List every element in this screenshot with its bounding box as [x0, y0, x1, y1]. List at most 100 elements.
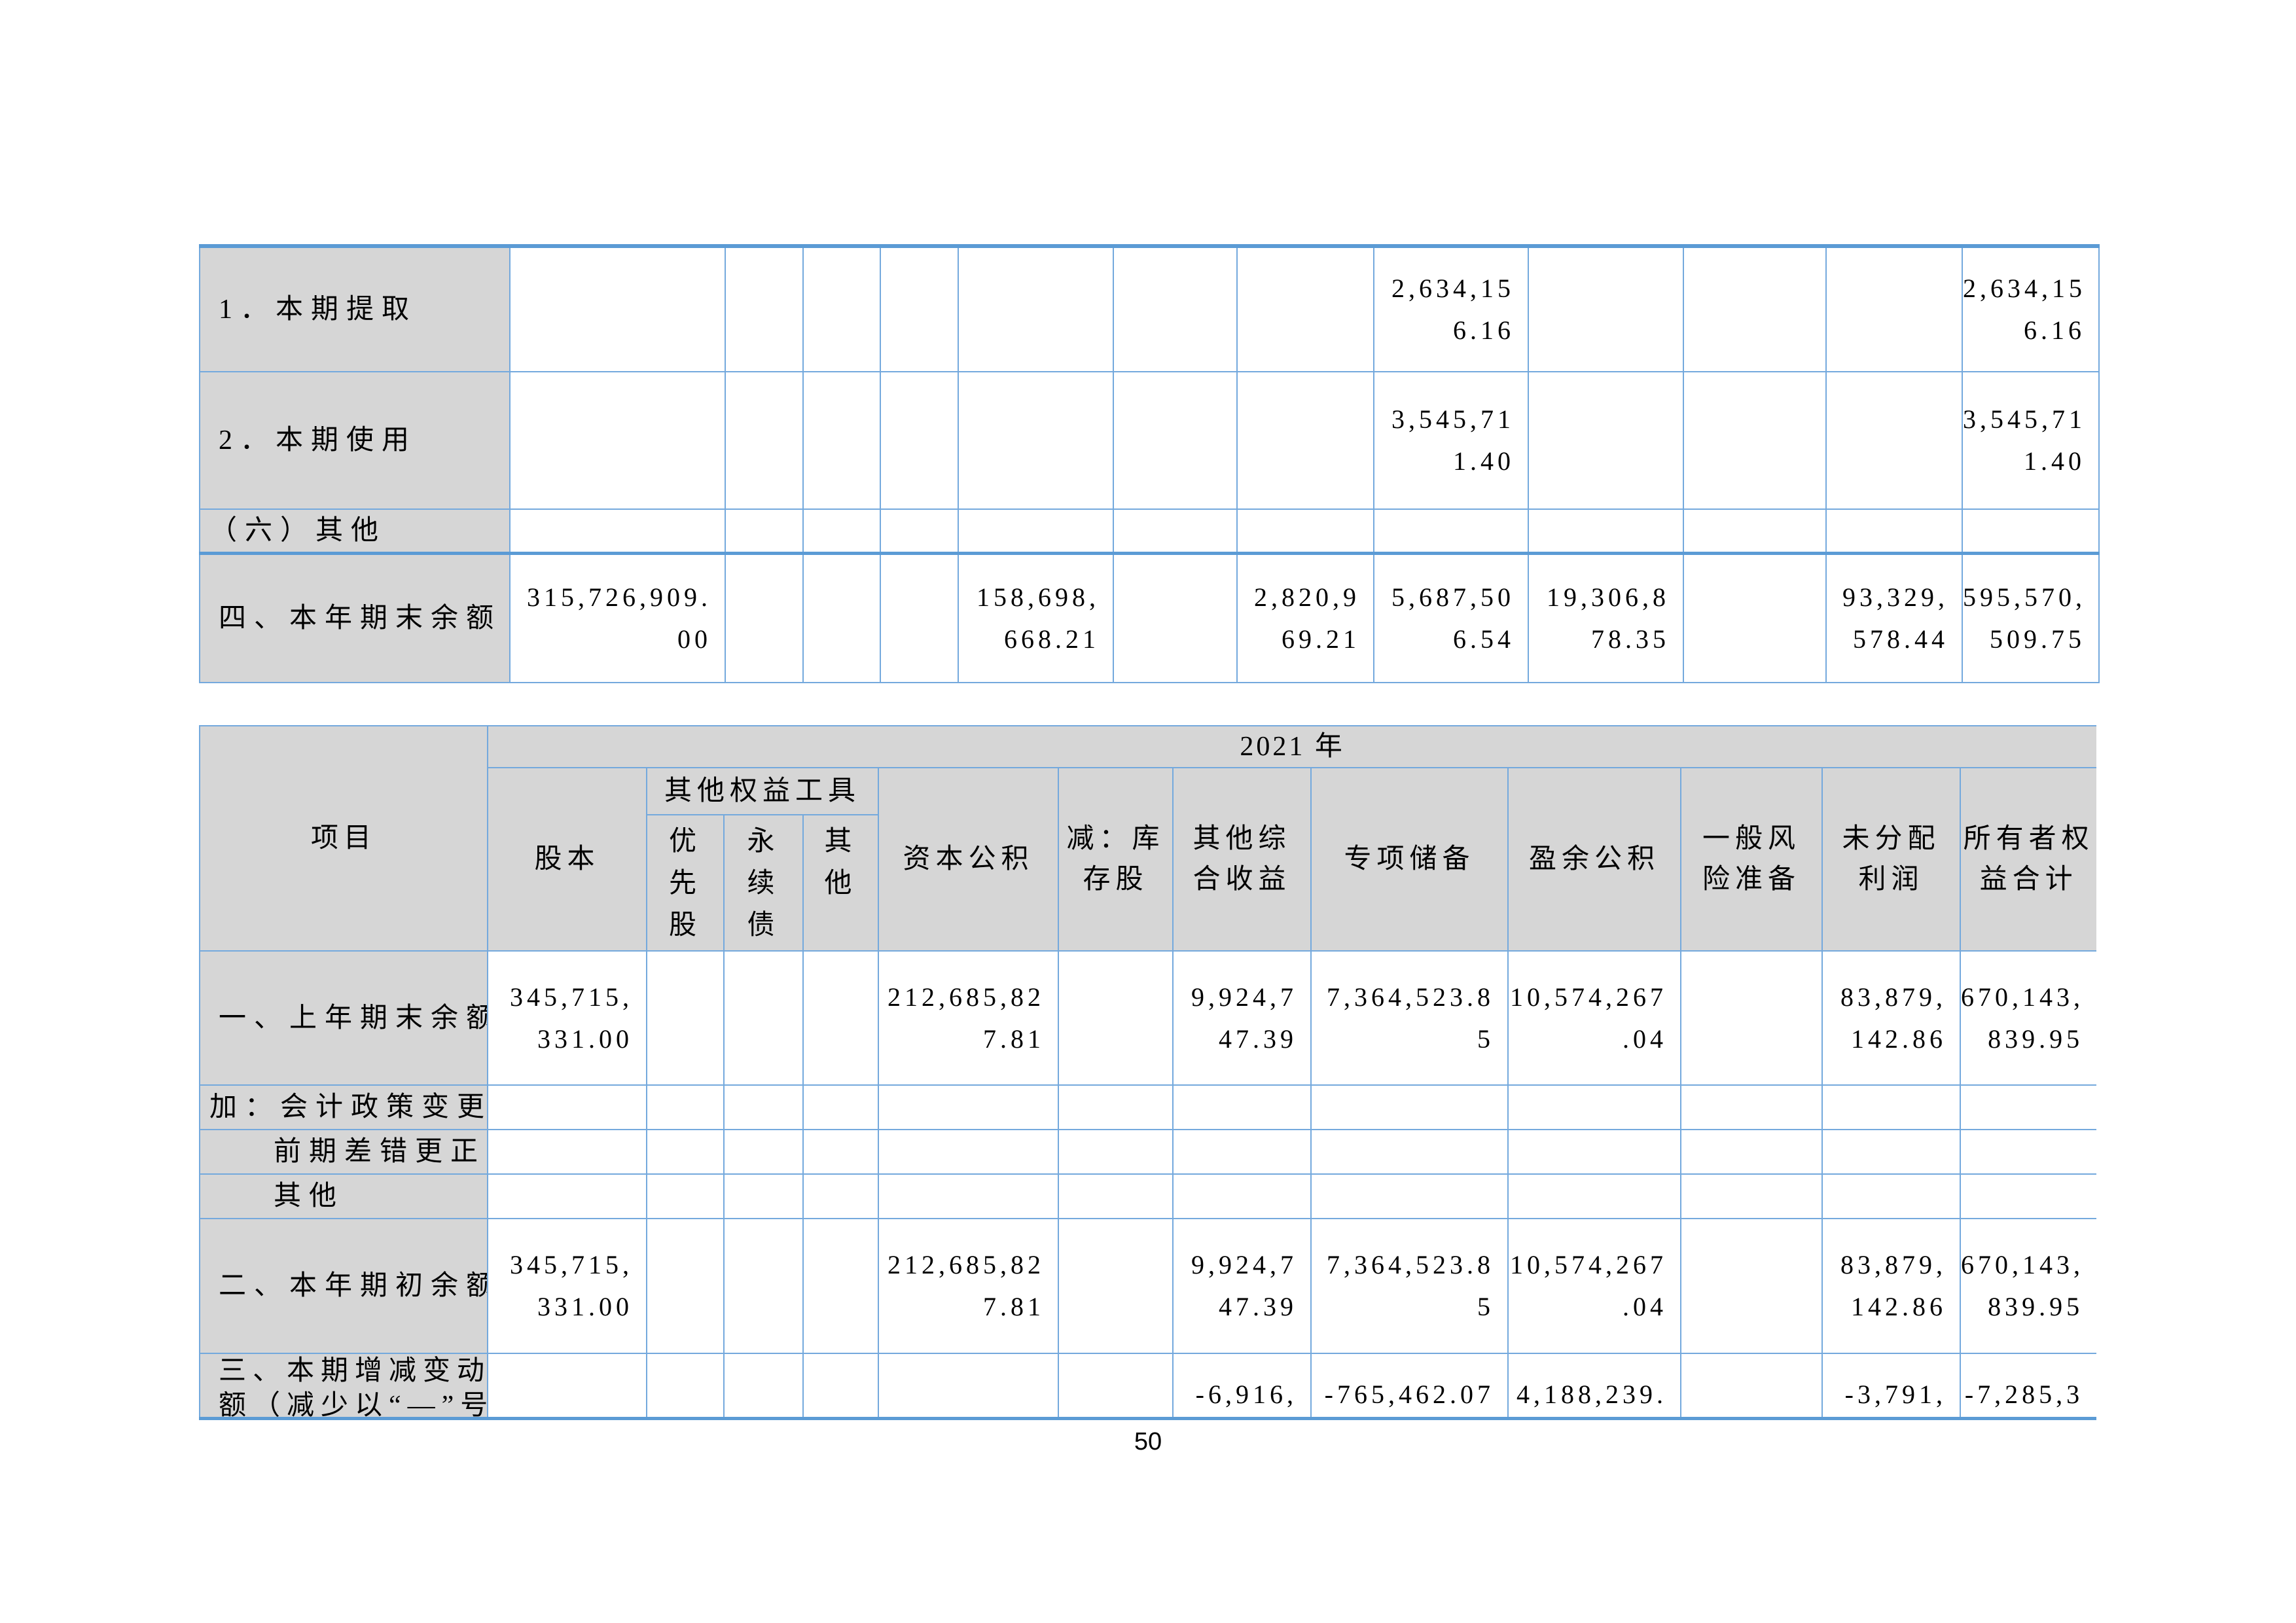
value-cell-preferred: [725, 508, 804, 554]
value-cell-share-capital: [509, 244, 726, 372]
value-cell-perpetual: [723, 1353, 804, 1417]
row-add-accounting-policy-change: 加：会计政策变更: [199, 1084, 2096, 1130]
value-cell-treasury: [1113, 244, 1238, 372]
value-cell-share-capital: [487, 1129, 647, 1175]
col-header-surplus-reserve: 盈余公积: [1507, 767, 1681, 952]
row-label-cell: 二、本年期初余额: [199, 1218, 488, 1354]
value-cell-surplus-reserve: 19,306,8 78.35: [1528, 551, 1684, 683]
value-cell-share-capital: 345,715, 331.00: [487, 950, 647, 1086]
col-header-owners-equity-total: 所有者权 益合计: [1959, 767, 2096, 952]
value-cell-general-risk: [1683, 371, 1827, 510]
col-header-other-equity-group: 其他权益工具: [646, 767, 879, 815]
value-cell-surplus-reserve: 10,574,267 .04: [1507, 950, 1681, 1086]
value-cell-special-reserve: [1310, 1084, 1509, 1130]
value-cell-general-risk: [1680, 1173, 1823, 1219]
header-row-subcolumns: 优 先 股 永 续 债 其 他: [200, 814, 2096, 952]
value-cell-treasury: [1058, 1129, 1174, 1175]
row-six-other: （六）其他: [199, 508, 2100, 554]
value-cell-preferred: [725, 551, 804, 683]
equity-table-continuation: 1．本期提取 2,634,15 6.16 2,634,15 6.16 2．本期使…: [199, 244, 2100, 683]
row-label-cell: 1．本期提取: [199, 244, 511, 372]
value-cell-perpetual: [723, 1084, 804, 1130]
value-cell-owners-total: [1959, 1084, 2096, 1130]
col-header-oci: 其他综 合收益: [1172, 767, 1312, 952]
col-header-special-reserve: 专项储备: [1310, 767, 1509, 952]
value-cell-preferred: [646, 1353, 725, 1417]
value-cell-general-risk: [1680, 1084, 1823, 1130]
value-cell-share-capital: [487, 1353, 647, 1417]
value-cell-perpetual: [802, 371, 881, 510]
row-prior-year-end-balance: 一、上年期末余额 345,715, 331.00 212,685,82 7.81…: [199, 950, 2096, 1086]
value-cell-retained-profit: [1821, 1084, 1961, 1130]
value-cell-surplus-reserve: [1528, 508, 1684, 554]
value-cell-treasury: [1058, 1353, 1174, 1417]
value-cell-treasury: [1113, 371, 1238, 510]
value-cell-capital-reserve: [958, 244, 1114, 372]
row-current-period-change: 三、本期增减变动金 额（减少以“—”号 -6,916, -765,462.07 …: [199, 1353, 2096, 1417]
value-cell-treasury: [1113, 551, 1238, 683]
value-cell-oci: 2,820,9 69.21: [1236, 551, 1374, 683]
value-cell-other-equity: [880, 371, 959, 510]
value-cell-capital-reserve: [878, 1084, 1059, 1130]
value-cell-retained-profit: [1821, 1173, 1961, 1219]
col-header-year-2021: 2021 年: [486, 725, 2096, 768]
header-row-groups: 股本 其他权益工具 资本公积 减：库 存股 其他综 合收益 专项储备 盈余公积 …: [200, 767, 2096, 952]
col-header-preferred-shares: 优 先 股: [646, 814, 725, 952]
value-cell-owners-total: [1959, 1129, 2096, 1175]
row-year-end-balance: 四、本年期末余额 315,726,909. 00 158,698, 668.21…: [199, 551, 2100, 683]
row-label-cell: （六）其他: [199, 508, 511, 554]
value-cell-surplus-reserve: [1528, 244, 1684, 372]
value-cell-treasury: [1058, 1084, 1174, 1130]
value-cell-retained-profit: [1825, 508, 1963, 554]
value-cell-special-reserve: 2,634,15 6.16: [1373, 244, 1529, 372]
value-cell-other-equity: [802, 1353, 879, 1417]
row-other-adjustment: 其他: [199, 1173, 2096, 1219]
row-label-cell: 加：会计政策变更: [199, 1084, 488, 1130]
value-cell-preferred: [646, 1218, 725, 1354]
value-cell-oci: [1236, 244, 1374, 372]
row-label-cell: 前期差错更正: [199, 1129, 488, 1175]
page-number: 50: [1134, 1428, 1162, 1455]
col-header-share-capital: 股本: [487, 767, 647, 952]
value-cell-special-reserve: 3,545,71 1.40: [1373, 371, 1529, 510]
value-cell-general-risk: [1680, 1129, 1823, 1175]
value-cell-special-reserve: 5,687,50 6.54: [1373, 551, 1529, 683]
value-cell-general-risk: [1680, 950, 1823, 1086]
row-current-period-usage: 2．本期使用 3,545,71 1.40 3,545,71 1.40: [199, 371, 2100, 510]
value-cell-treasury: [1058, 1173, 1174, 1219]
value-cell-share-capital: [509, 371, 726, 510]
value-cell-retained-profit: [1821, 1129, 1961, 1175]
value-cell-general-risk: [1683, 551, 1827, 683]
value-cell-perpetual: [723, 1129, 804, 1175]
value-cell-other-equity: [880, 508, 959, 554]
value-cell-owners-total: 3,545,71 1.40: [1962, 371, 2100, 510]
value-cell-other-equity: [802, 1218, 879, 1354]
value-cell-owners-total: -7,285,3: [1959, 1353, 2096, 1417]
value-cell-surplus-reserve: [1507, 1129, 1681, 1175]
value-cell-surplus-reserve: 4,188,239.: [1507, 1353, 1681, 1417]
value-cell-owners-total: 2,634,15 6.16: [1962, 244, 2100, 372]
col-header-perpetual-bonds: 永 续 债: [723, 814, 804, 952]
value-cell-other-equity: [802, 1129, 879, 1175]
value-cell-perpetual: [723, 1173, 804, 1219]
row-label-cell: 2．本期使用: [199, 371, 511, 510]
value-cell-other-equity: [802, 1084, 879, 1130]
value-cell-owners-total: [1962, 508, 2100, 554]
value-cell-oci: [1172, 1173, 1312, 1219]
value-cell-other-equity: [880, 244, 959, 372]
row-label-cell: 其他: [199, 1173, 488, 1219]
equity-change-table-2021: 项目 2021 年 股本 其他权益工具 资本公积 减：库 存股 其他综 合收益 …: [199, 725, 2096, 1417]
value-cell-preferred: [646, 1129, 725, 1175]
value-cell-perpetual: [802, 551, 881, 683]
value-cell-oci: -6,916,: [1172, 1353, 1312, 1417]
value-cell-capital-reserve: 212,685,82 7.81: [878, 1218, 1059, 1354]
row-label-cell: 四、本年期末余额: [199, 551, 511, 683]
value-cell-special-reserve: [1373, 508, 1529, 554]
value-cell-preferred: [646, 1173, 725, 1219]
col-header-less-treasury-stock: 减：库 存股: [1058, 767, 1174, 952]
col-header-general-risk-reserve: 一般风 险准备: [1680, 767, 1823, 952]
value-cell-oci: [1172, 1084, 1312, 1130]
value-cell-treasury: [1058, 950, 1174, 1086]
value-cell-retained-profit: [1825, 244, 1963, 372]
col-header-item: 项目: [199, 725, 488, 952]
